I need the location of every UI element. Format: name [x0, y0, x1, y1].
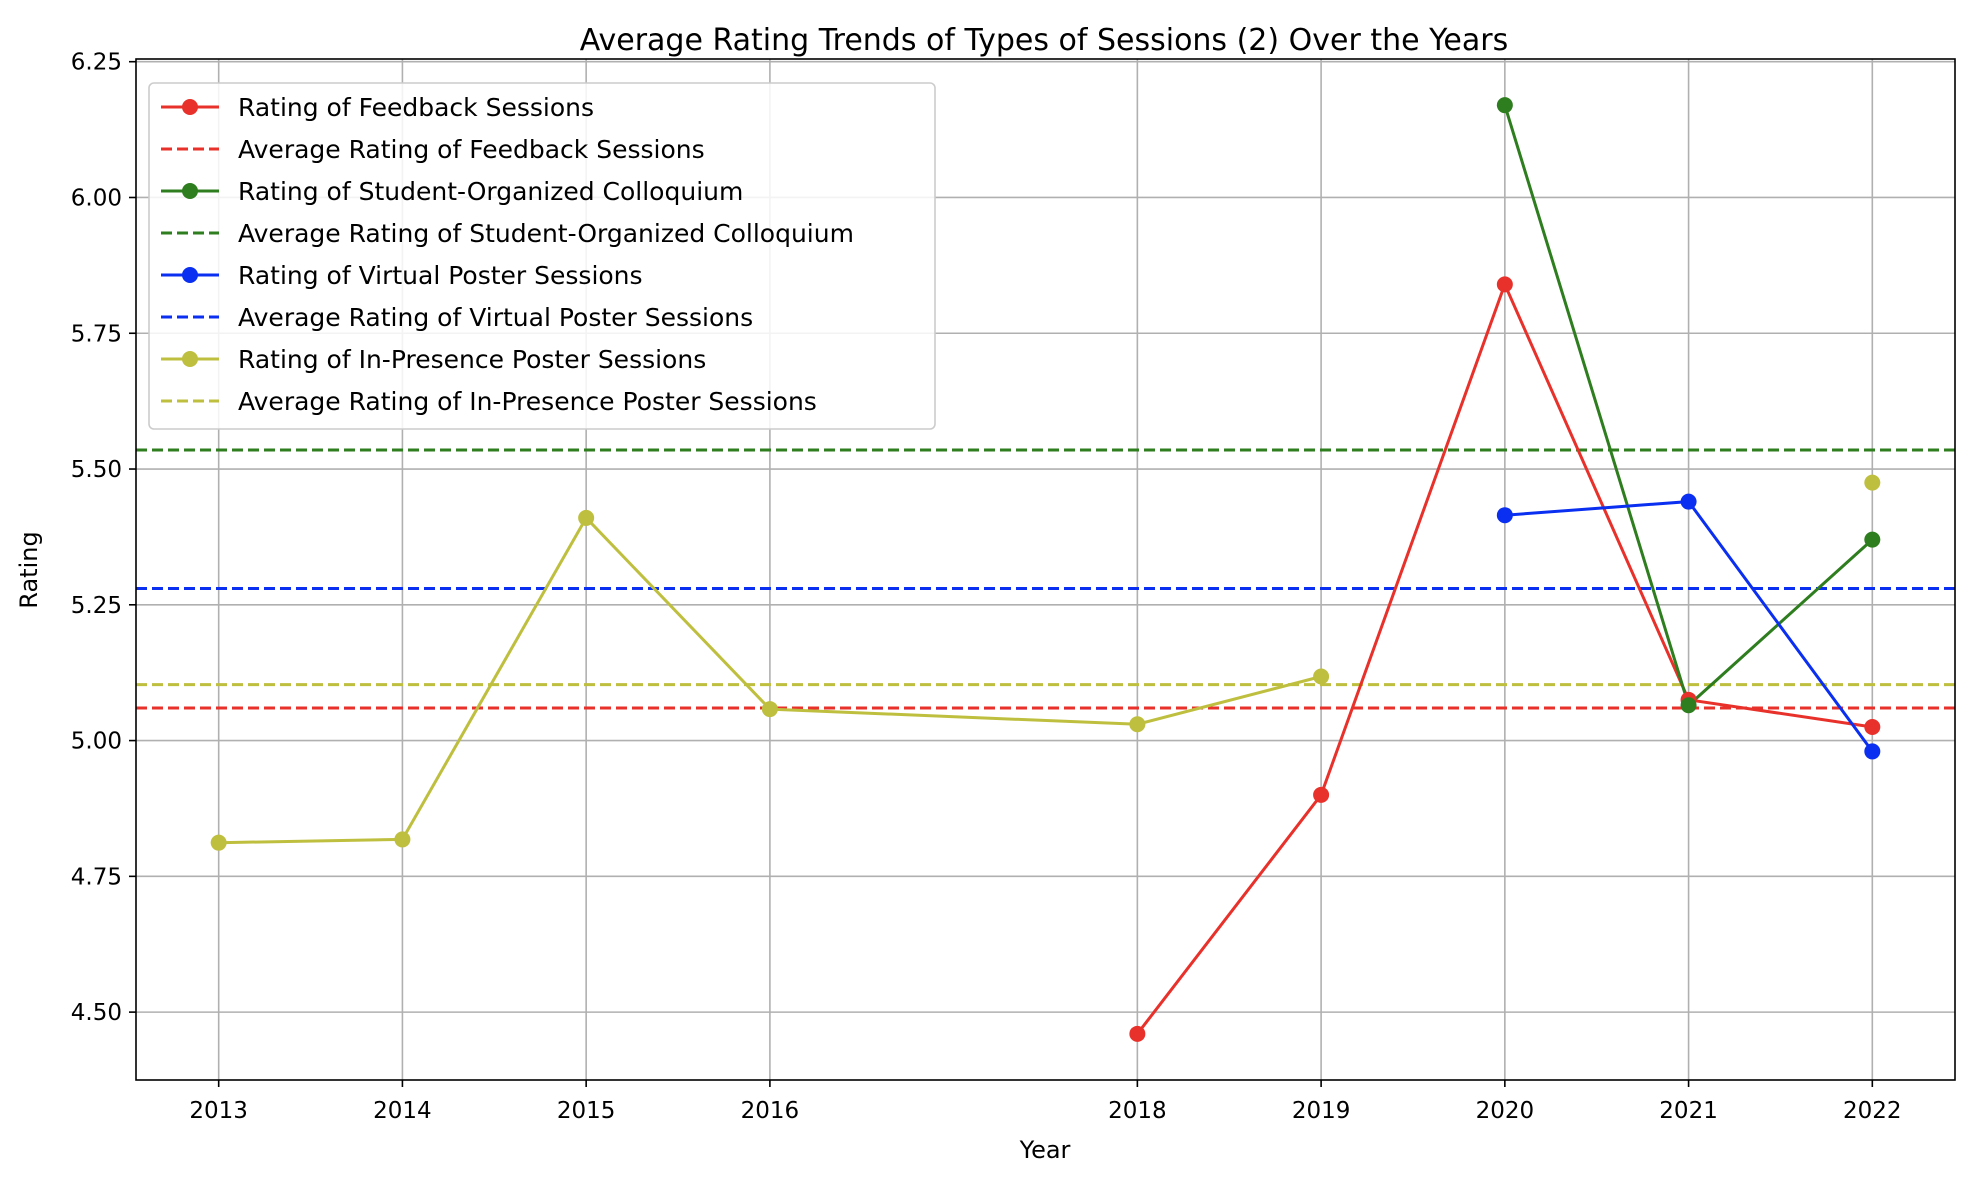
y-axis-ticks: 4.50 4.75 5.00 5.25 5.50 5.75 6.00 6.25: [71, 50, 136, 1026]
legend-box: [148, 82, 936, 430]
legend-swatch-marker: [182, 351, 198, 367]
data-point: [761, 701, 778, 718]
plot-area-frame: [135, 58, 1956, 1081]
x-tick-label: 2013: [189, 1098, 248, 1124]
series-line: [218, 515, 1322, 845]
y-tick-label: 5.00: [71, 729, 122, 755]
chart-title: Average Rating Trends of Types of Sessio…: [580, 23, 1509, 58]
data-point: [578, 509, 595, 526]
legend-label: Average Rating of Student-Organized Coll…: [238, 219, 854, 248]
x-tick-label: 2014: [373, 1098, 432, 1124]
data-point: [1129, 1025, 1146, 1042]
legend-label: Rating of Virtual Poster Sessions: [238, 261, 643, 290]
y-axis-label: Rating: [15, 531, 43, 608]
legend-label: Rating of In-Presence Poster Sessions: [238, 345, 706, 374]
legend-swatch-marker: [182, 183, 198, 199]
x-axis-label: Year: [1019, 1136, 1071, 1164]
legend-label: Rating of Feedback Sessions: [238, 93, 594, 122]
x-tick-label: 2019: [1292, 1098, 1351, 1124]
legend-label: Average Rating of Feedback Sessions: [238, 135, 705, 164]
data-point: [1496, 507, 1513, 524]
x-tick-label: 2022: [1843, 1098, 1902, 1124]
y-tick-label: 5.75: [71, 321, 122, 347]
legend-swatch-marker: [182, 267, 198, 283]
x-tick-label: 2018: [1108, 1098, 1167, 1124]
data-point: [1680, 493, 1697, 510]
legend: Rating of Feedback Sessions Average Ratin…: [148, 82, 936, 430]
data-point: [1496, 276, 1513, 293]
legend-swatch-marker: [182, 99, 198, 115]
legend-label: Rating of Student-Organized Colloquium: [238, 177, 743, 206]
y-tick-label: 5.50: [71, 457, 122, 483]
x-axis-ticks: 2013 2014 2015 2016 2018 2019 2020 2021 2022: [189, 1080, 1902, 1124]
data-point: [1864, 718, 1881, 735]
x-tick-label: 2021: [1659, 1098, 1718, 1124]
x-tick-label: 2016: [741, 1098, 800, 1124]
legend-label: Average Rating of Virtual Poster Session…: [238, 303, 753, 332]
data-point: [1496, 97, 1513, 114]
data-point: [1313, 786, 1330, 803]
legend-label: Average Rating of In-Presence Poster Ses…: [238, 387, 817, 416]
data-point: [394, 831, 411, 848]
y-tick-label: 4.75: [71, 864, 122, 890]
data-point: [1864, 474, 1881, 491]
data-point: [1680, 697, 1697, 714]
y-tick-label: 4.50: [71, 1000, 122, 1026]
data-point: [210, 834, 227, 851]
series-markers: [210, 97, 1881, 1042]
data-point: [1129, 716, 1146, 733]
data-point: [1864, 531, 1881, 548]
data-point: [1313, 668, 1330, 685]
y-tick-label: 5.25: [71, 593, 122, 619]
x-tick-label: 2015: [557, 1098, 616, 1124]
x-tick-label: 2020: [1476, 1098, 1535, 1124]
data-point: [1864, 743, 1881, 760]
y-tick-label: 6.00: [71, 185, 122, 211]
y-tick-label: 6.25: [71, 50, 122, 76]
